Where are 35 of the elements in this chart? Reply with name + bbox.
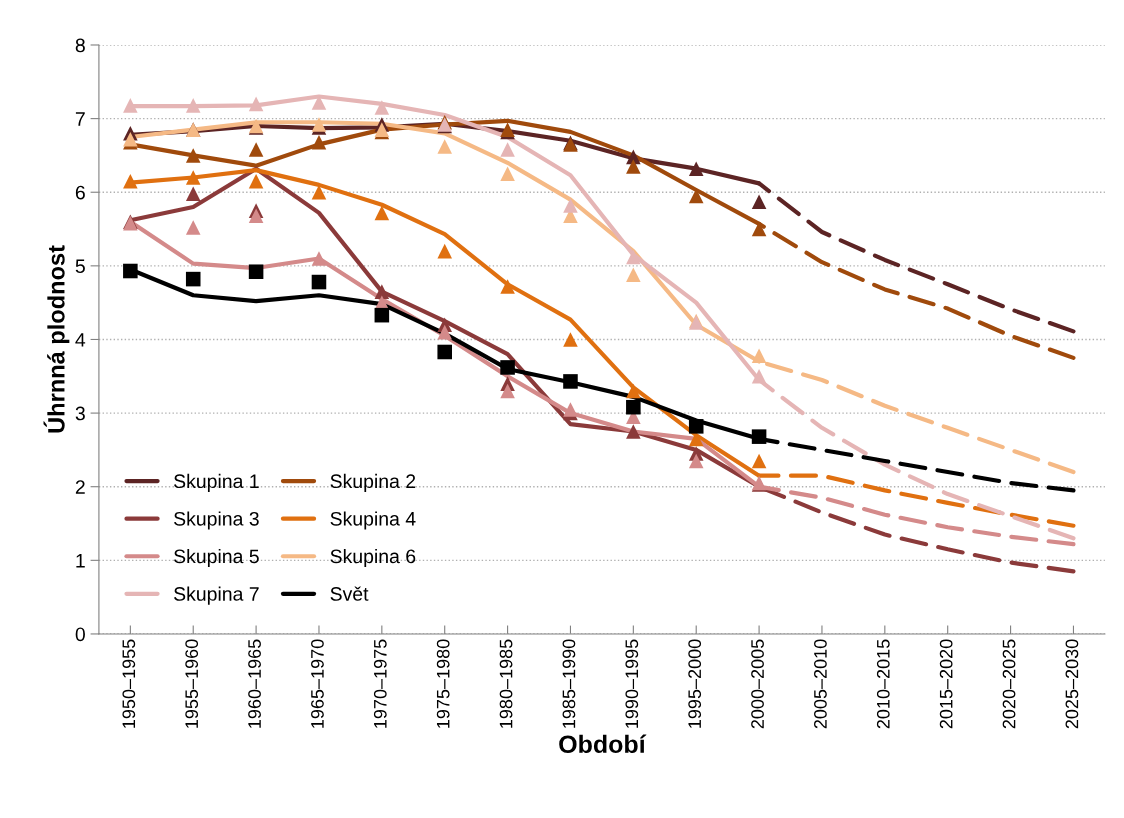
- x-tick-label: 2005–2010: [814, 639, 827, 729]
- x-tick-label: 2015–2020: [939, 639, 953, 729]
- x-tick-label: 2000–2005: [751, 639, 764, 729]
- legend-label: Skupina 7: [174, 586, 259, 605]
- x-tick-label: 1970–1975: [373, 639, 387, 728]
- legend-label: Svět: [330, 586, 369, 601]
- x-tick-label: 2010–2015: [876, 639, 890, 729]
- y-tick-label: 6: [75, 185, 85, 200]
- x-tick-label: 1960–1965: [248, 639, 261, 728]
- y-tick-label: 3: [75, 406, 85, 421]
- y-tick-label: 1: [76, 554, 85, 568]
- x-tick-label: 1990–1995: [625, 639, 639, 728]
- y-axis-title: Úhrnná plodnost: [43, 245, 70, 433]
- x-axis-title: Období: [559, 734, 647, 754]
- x-tick-label: 1950–1955: [122, 639, 136, 728]
- y-tick-label: 7: [75, 112, 85, 126]
- legend-label: Skupina 5: [174, 548, 259, 568]
- legend-label: Skupina 3: [174, 511, 259, 530]
- x-tick-label: 1980–1985: [499, 639, 513, 728]
- legend-label: Skupina 1: [174, 473, 259, 492]
- legend-label: Skupina 2: [330, 473, 416, 492]
- x-tick-label: 1995–2000: [688, 639, 702, 728]
- x-tick-label: 1975–1980: [436, 639, 450, 728]
- x-tick-label: 1965–1970: [311, 639, 324, 728]
- y-tick-label: 8: [75, 38, 85, 53]
- x-tick-label: 1955–1960: [185, 639, 199, 728]
- x-tick-label: 2025–2030: [1065, 639, 1079, 729]
- y-tick-label: 2: [75, 480, 85, 494]
- x-tick-label: 1985–1990: [562, 639, 576, 728]
- x-tick-label: 2020–2025: [1002, 639, 1016, 729]
- y-tick-label: 0: [75, 627, 85, 642]
- y-tick-label: 5: [75, 259, 85, 274]
- legend-label: Skupina 6: [330, 548, 416, 568]
- y-tick-label: 4: [75, 333, 86, 347]
- legend-label: Skupina 4: [330, 511, 416, 530]
